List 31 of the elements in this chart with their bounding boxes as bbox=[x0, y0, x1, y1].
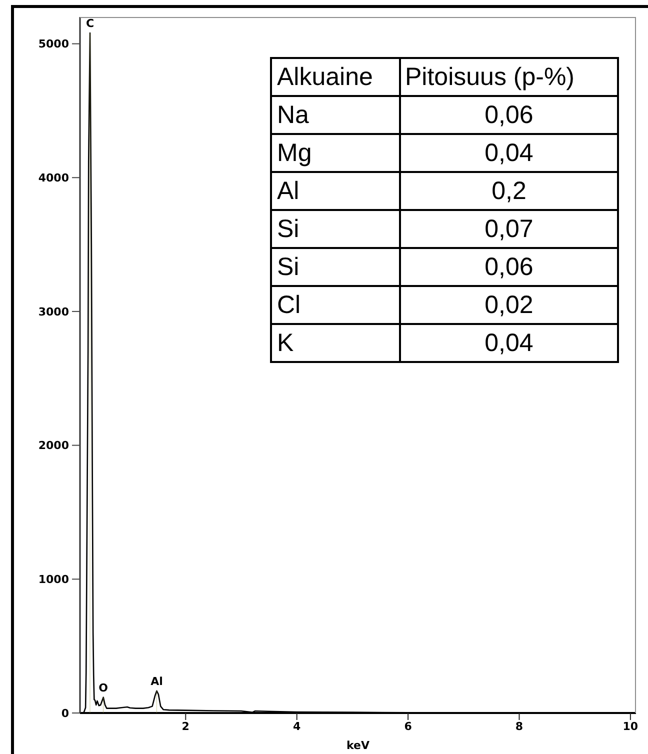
y-tick-label: 5000 bbox=[38, 38, 70, 51]
annotation: C bbox=[86, 17, 94, 30]
text: 0,2 bbox=[492, 177, 526, 205]
x-tick-label: 6 bbox=[404, 720, 412, 733]
category-label: K bbox=[271, 324, 400, 362]
x-axis-title: keV bbox=[346, 739, 370, 752]
text: 0,04 bbox=[484, 139, 534, 167]
y-tick-label: 1000 bbox=[38, 573, 70, 586]
text: 0,06 bbox=[484, 253, 534, 281]
annotation: O bbox=[98, 681, 108, 694]
text: 0,04 bbox=[484, 329, 534, 357]
category-label: Si bbox=[271, 210, 400, 248]
y-tick-label: 0 bbox=[61, 706, 70, 720]
category-label: Si bbox=[271, 248, 400, 286]
y-tick-label: 3000 bbox=[38, 305, 70, 318]
x-tick-label: 2 bbox=[182, 720, 190, 733]
text: 0,06 bbox=[484, 101, 534, 129]
x-tick-label: 4 bbox=[293, 720, 302, 733]
text: Pitoisuus (p-%) bbox=[400, 58, 618, 96]
text: 0,07 bbox=[484, 215, 534, 243]
y-tick-label: 4000 bbox=[38, 172, 70, 185]
text: Alkuaine bbox=[271, 58, 400, 96]
x-tick-label: 10 bbox=[622, 720, 638, 733]
category-label: Na bbox=[271, 96, 400, 134]
category-label: Al bbox=[271, 172, 400, 210]
category-label: Mg bbox=[271, 134, 400, 172]
y-tick-label: 2000 bbox=[38, 439, 70, 452]
x-tick-label: 8 bbox=[515, 720, 524, 733]
text: 0,02 bbox=[484, 291, 534, 319]
annotation: Al bbox=[150, 674, 163, 688]
category-label: Cl bbox=[271, 286, 400, 324]
